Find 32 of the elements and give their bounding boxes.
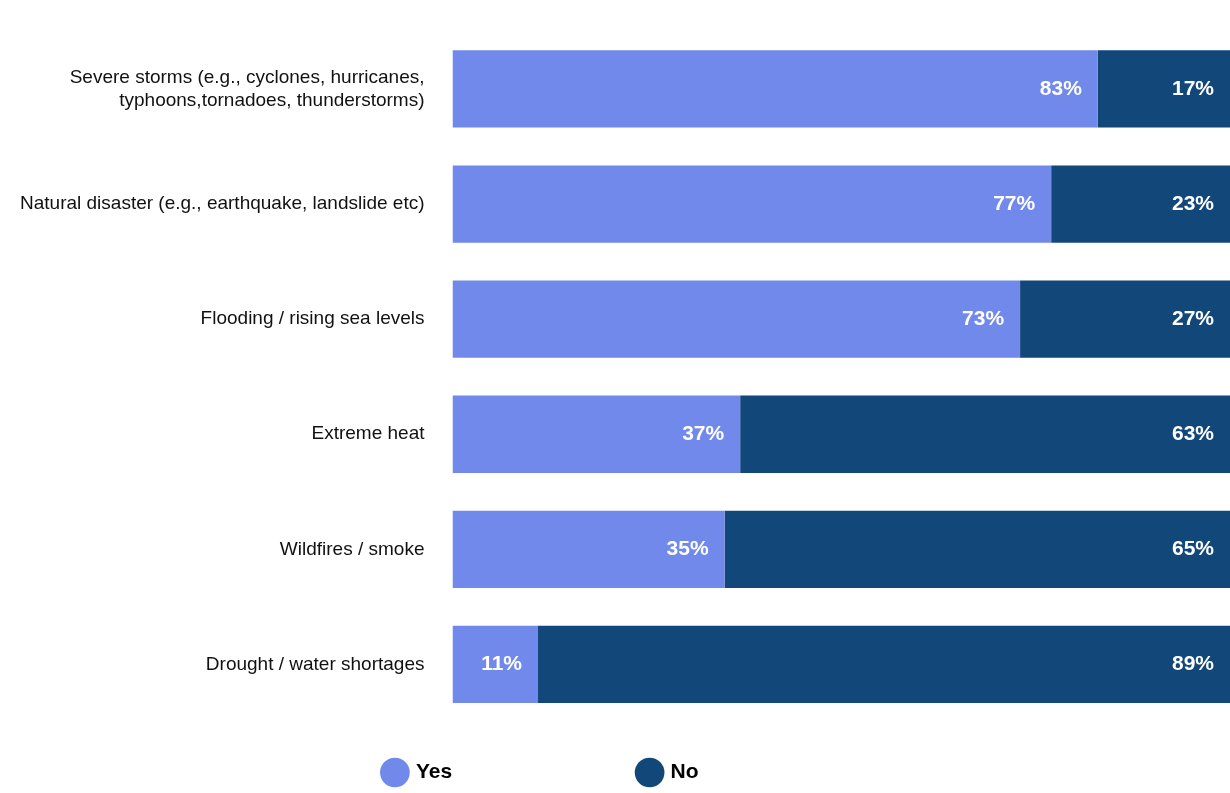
data-label: 37% <box>682 421 725 445</box>
data-label: 83% <box>1039 75 1083 99</box>
legend-label: No <box>670 759 846 783</box>
bar <box>1020 280 1230 358</box>
legend-label: Yes <box>415 759 600 783</box>
data-label: 27% <box>1171 305 1215 329</box>
data-label: 73% <box>962 305 1005 329</box>
bar <box>724 510 1230 589</box>
bar <box>1097 50 1230 128</box>
data-label: 63% <box>1171 421 1215 445</box>
bar <box>740 395 1230 473</box>
bar <box>452 625 539 704</box>
data-label: 89% <box>1171 651 1215 675</box>
bar <box>452 280 1021 358</box>
y-tick-label: Natural disaster (e.g., earthquake, landslide etc) <box>19 192 425 214</box>
y-tick-label: Wildfires / smoke <box>279 537 425 559</box>
data-label: 35% <box>666 536 709 560</box>
y-tick-label: Drought / water shortages <box>205 652 425 674</box>
y-tick-label: Extreme heat <box>311 422 426 444</box>
data-label: 77% <box>993 190 1036 214</box>
bar <box>452 510 725 589</box>
bar <box>538 625 1230 704</box>
bar <box>1051 165 1230 243</box>
y-tick-label: Flooding / rising sea levels <box>200 307 425 329</box>
bar <box>452 50 1098 128</box>
bar <box>452 395 741 473</box>
bar <box>452 165 1052 243</box>
data-label: 65% <box>1171 536 1215 560</box>
data-label: 23% <box>1171 190 1215 214</box>
data-label: 17% <box>1171 75 1215 99</box>
y-tick-label: Severe storms (e.g., cyclones, hurricanes, typhoons,tornadoes, thunderstorms) <box>69 65 425 110</box>
data-label: 11% <box>481 651 523 675</box>
